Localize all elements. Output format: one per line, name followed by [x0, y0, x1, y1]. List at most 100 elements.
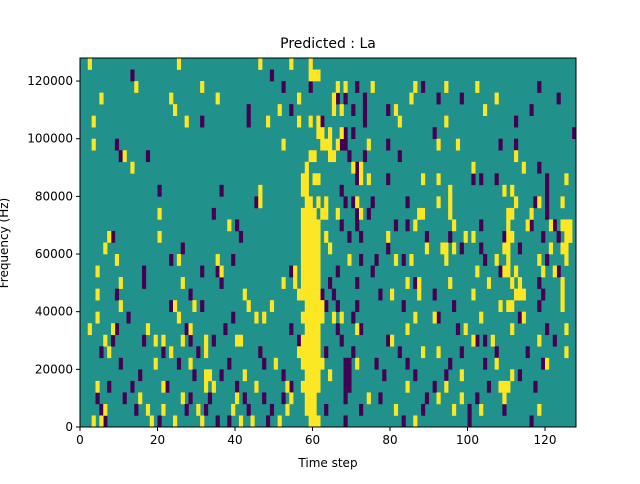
heatmap-cell-high — [308, 380, 313, 393]
heatmap-cell-high — [184, 115, 189, 128]
heatmap-cell-high — [300, 357, 306, 370]
heatmap-cell-high — [316, 173, 321, 186]
heatmap-cell-high — [320, 138, 325, 151]
heatmap-cell-low — [320, 288, 325, 301]
heatmap-cell-high — [320, 207, 325, 220]
heatmap-cell-high — [312, 69, 317, 82]
heatmap-cell-low — [386, 104, 391, 116]
heatmap-cell-low — [118, 150, 123, 163]
heatmap-cell-low — [343, 369, 348, 382]
heatmap-cell-high — [479, 311, 484, 324]
heatmap-cell-low — [111, 230, 116, 243]
x-tick-label: 100 — [456, 433, 479, 447]
heatmap-cell-high — [308, 403, 313, 416]
heatmap-cell-high — [308, 69, 313, 82]
heatmap-cell-high — [312, 230, 317, 243]
heatmap-cell-high — [312, 150, 317, 163]
heatmap-cell-low — [227, 415, 232, 428]
heatmap-cell-high — [297, 288, 302, 301]
heatmap-cell-high — [347, 254, 352, 266]
heatmap-cell-low — [331, 288, 337, 301]
heatmap-cell-low — [246, 104, 251, 116]
heatmap-cell-high — [246, 300, 251, 312]
heatmap-cell-low — [308, 81, 313, 93]
heatmap-cell-low — [347, 380, 352, 393]
heatmap-cell-high — [107, 230, 112, 243]
heatmap-cell-high — [502, 380, 507, 393]
heatmap-cell-low — [114, 288, 120, 301]
heatmap-cell-high — [355, 357, 360, 370]
heatmap-cell-high — [444, 380, 449, 393]
heatmap-cell-low — [421, 403, 426, 416]
heatmap-cell-high — [304, 161, 309, 174]
heatmap-cell-low — [192, 369, 197, 382]
heatmap-cell-high — [514, 265, 519, 278]
heatmap-cell-high — [192, 300, 197, 312]
heatmap-cell-low — [359, 323, 364, 336]
x-tick-label: 20 — [150, 433, 165, 447]
heatmap-cell-low — [471, 173, 476, 186]
heatmap-cell-high — [316, 219, 321, 232]
heatmap-cell-low — [157, 415, 162, 428]
heatmap-cell-low — [483, 357, 488, 370]
x-tick-label: 40 — [227, 433, 242, 447]
heatmap-cell-high — [312, 265, 317, 278]
heatmap-cell-high — [130, 161, 135, 174]
heatmap-cell-high — [219, 265, 224, 278]
heatmap-cell-high — [304, 369, 309, 382]
heatmap-cell-low — [219, 184, 224, 197]
heatmap-cell-high — [444, 242, 449, 255]
heatmap-cell-high — [262, 311, 267, 324]
heatmap-cell-high — [366, 138, 371, 151]
heatmap-cell-high — [316, 242, 321, 255]
heatmap-cell-low — [269, 403, 275, 416]
heatmap-cell-low — [289, 265, 294, 278]
heatmap-cell-high — [316, 415, 321, 428]
heatmap-cell-high — [312, 380, 317, 393]
heatmap-cell-low — [200, 115, 205, 128]
heatmap-cell-high — [308, 150, 313, 163]
heatmap-cell-low — [351, 311, 356, 324]
heatmap-cell-high — [560, 288, 565, 301]
heatmap-cell-high — [560, 219, 565, 232]
heatmap-cell-high — [479, 403, 484, 416]
heatmap-cell-low — [184, 403, 189, 416]
heatmap-cell-low — [452, 300, 457, 312]
heatmap-cell-low — [320, 115, 325, 128]
heatmap-cell-high — [300, 219, 306, 232]
heatmap-cell-high — [149, 415, 154, 428]
heatmap-cell-low — [378, 288, 383, 301]
y-tick-label: 0 — [65, 420, 73, 434]
heatmap-cell-high — [335, 81, 340, 93]
heatmap-cell-low — [118, 357, 123, 370]
heatmap-cell-low — [238, 230, 244, 243]
heatmap-cell-high — [324, 138, 329, 151]
heatmap-cell-high — [564, 219, 569, 232]
heatmap-cell-low — [366, 207, 371, 220]
heatmap-cell-high — [238, 334, 244, 347]
heatmap-cell-high — [176, 58, 182, 70]
heatmap-cells — [80, 58, 577, 428]
heatmap-cell-high — [316, 380, 321, 393]
heatmap-cell-low — [475, 392, 480, 405]
heatmap-cell-low — [359, 230, 364, 243]
heatmap-cell-high — [235, 392, 240, 405]
heatmap-cell-high — [204, 346, 209, 359]
heatmap-cell-low — [413, 277, 418, 289]
heatmap-cell-high — [122, 150, 127, 163]
heatmap-cell-low — [486, 380, 492, 393]
heatmap-cell-high — [417, 277, 422, 289]
heatmap-cell-high — [359, 173, 364, 186]
heatmap-cell-high — [459, 369, 464, 382]
heatmap-cell-high — [486, 277, 492, 289]
heatmap-cell-high — [95, 311, 100, 324]
heatmap-cell-high — [498, 380, 503, 393]
heatmap-cell-high — [308, 277, 313, 289]
heatmap-cell-high — [308, 265, 313, 278]
heatmap-cell-high — [308, 415, 313, 428]
heatmap-cell-low — [517, 311, 523, 324]
heatmap-cell-low — [413, 369, 418, 382]
heatmap-cell-high — [87, 323, 92, 336]
heatmap-cell-low — [114, 323, 120, 336]
